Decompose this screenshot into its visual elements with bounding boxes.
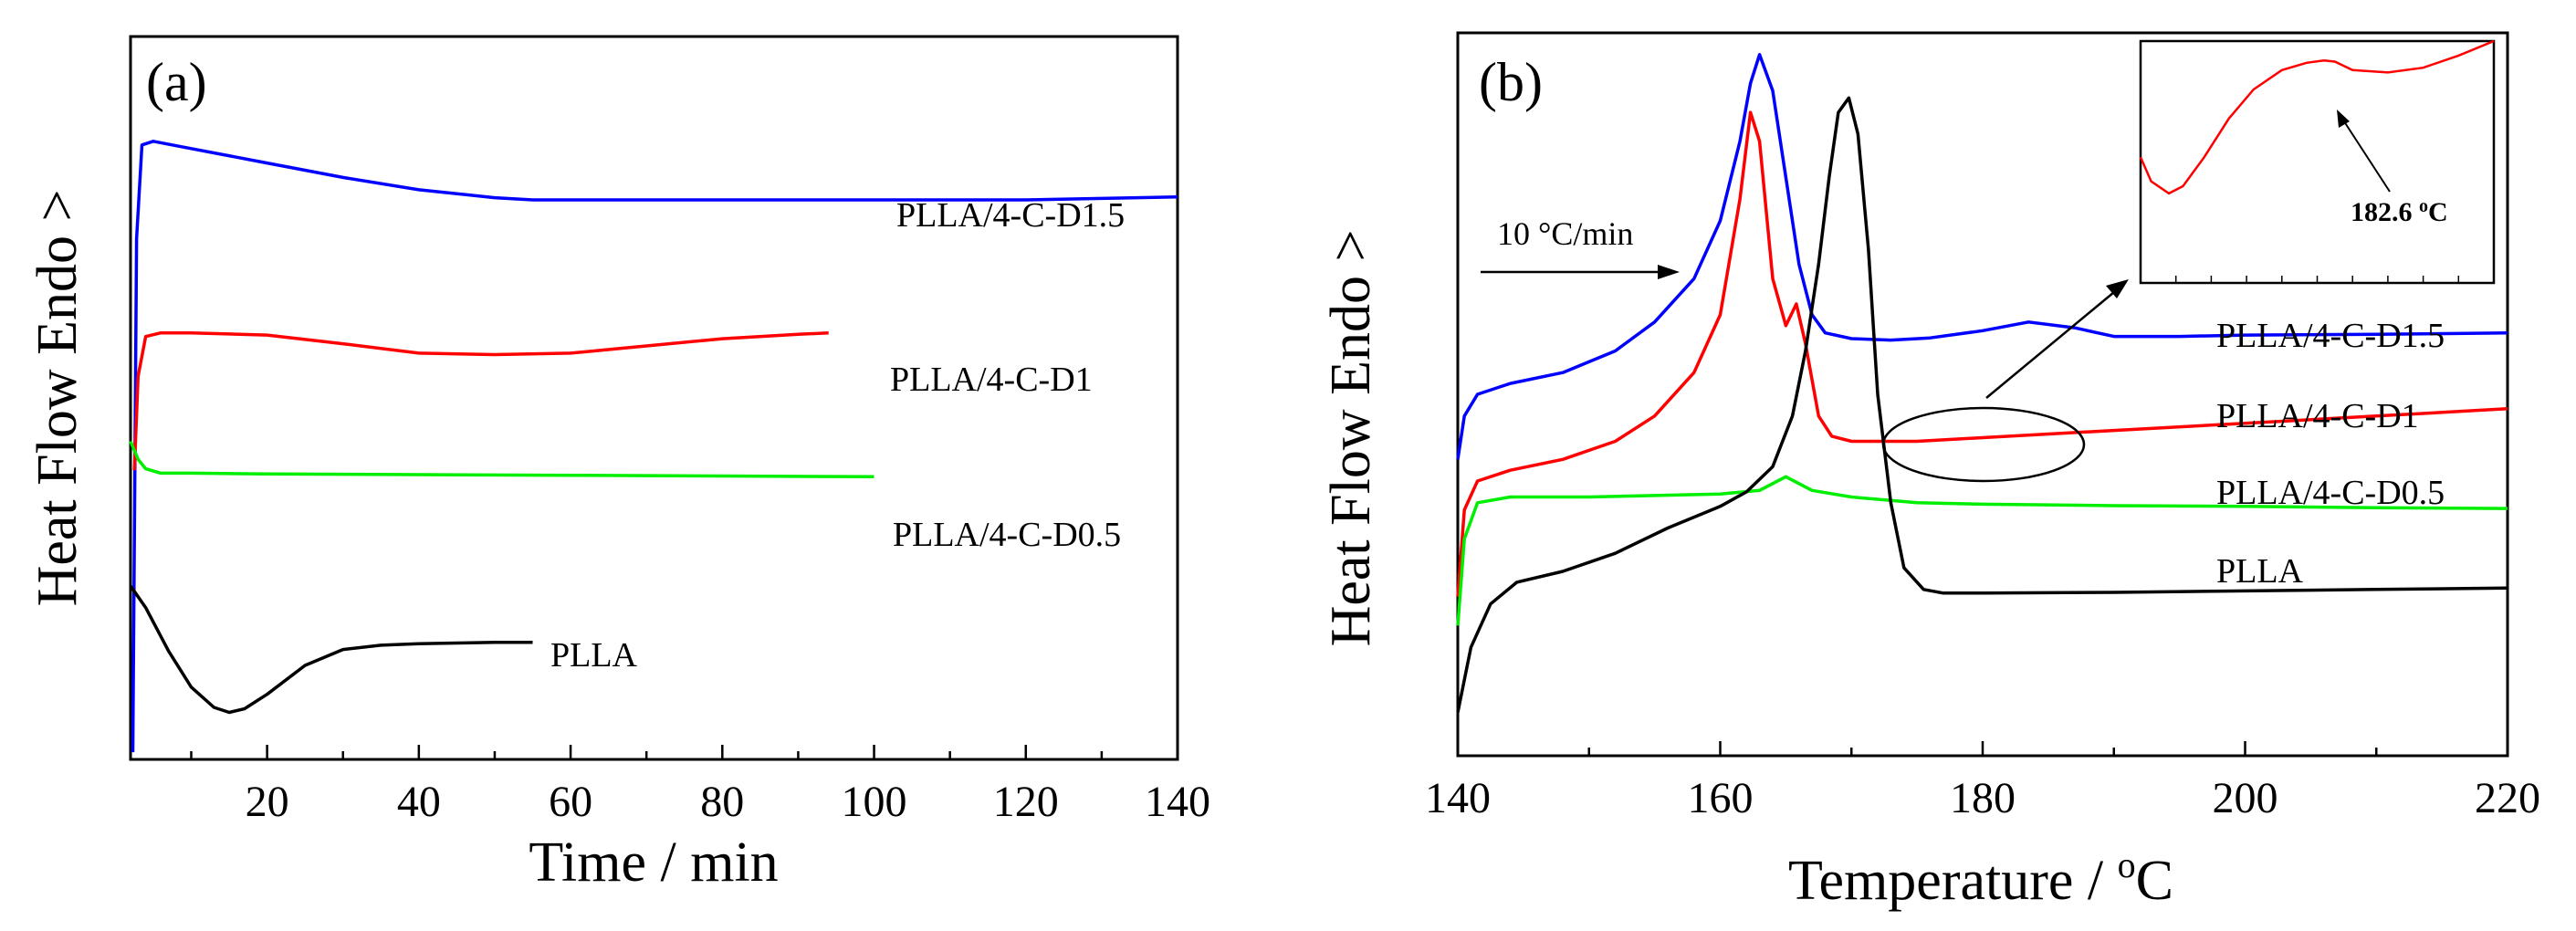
- series-label-a-d1: PLLA/4-C-D1: [890, 361, 1093, 399]
- inset-annotation: 182.6 oC: [2351, 196, 2448, 227]
- inset-plot: 182.6 oC: [2139, 39, 2496, 285]
- series-label-b-d15: PLLA/4-C-D1.5: [2216, 317, 2445, 355]
- series-line-b-plla: [1456, 96, 2508, 713]
- y-axis-title-a: Heat Flow Endo >: [26, 190, 89, 607]
- rate-arrow-head: [1658, 265, 1680, 279]
- inset-arrow-line: [2341, 118, 2391, 193]
- inset-annotation-sup: o: [2419, 196, 2428, 216]
- x-tick-label-a: 20: [246, 778, 289, 826]
- series-line-a-plla-4-c-d0-5: [129, 440, 874, 479]
- x-tick-label-b: 180: [1950, 774, 2016, 822]
- series-lines-b: [1456, 53, 2508, 713]
- series-line-a-plla: [129, 584, 533, 715]
- inset-curve: [2139, 39, 2495, 195]
- series-label-a-d15: PLLA/4-C-D1.5: [896, 196, 1125, 235]
- series-lines-a: [129, 140, 1178, 753]
- series-line-a-plla-4-c-d1: [132, 330, 829, 471]
- panel-b: 140 160 180 200 220 (b) 10 °C/min PLLA/4-C-D…: [1320, 31, 2540, 912]
- x-axis-title-b: Temperature / oC: [1788, 844, 2173, 912]
- panel-a: 20 40 60 80 100 120 140 (a) PLLA/4-C-D1.5 PLLA…: [26, 35, 1210, 894]
- x-ticks-b: 140 160 180 200 220: [1425, 741, 2540, 822]
- x-ticks-a: 20 40 60 80 100 120 140: [190, 745, 1210, 826]
- x-tick-label-b: 220: [2475, 774, 2540, 822]
- x-tick-label-b: 140: [1425, 774, 1491, 822]
- series-label-a-plla: PLLA: [550, 636, 638, 675]
- inset-pointer-line: [1985, 291, 2115, 399]
- panel-label-a: (a): [146, 52, 207, 112]
- series-line-b-plla-4-c-d1: [1456, 110, 2508, 597]
- plot-frame-a: [129, 35, 1179, 761]
- inset-frame: [2139, 39, 2496, 285]
- x-tick-label-a: 100: [842, 778, 907, 826]
- series-label-a-d05: PLLA/4-C-D0.5: [893, 516, 1121, 554]
- x-axis-title-b-sup: o: [2118, 844, 2136, 885]
- x-tick-label-a: 60: [549, 778, 592, 826]
- x-tick-label-b: 200: [2213, 774, 2278, 822]
- inset-arrow-head: [2337, 110, 2350, 128]
- series-line-b-plla-4-c-d0-5: [1456, 475, 2508, 626]
- inset-pointer-head: [2106, 279, 2129, 298]
- series-label-b-d05: PLLA/4-C-D0.5: [2216, 474, 2445, 512]
- x-axis-title-a: Time / min: [529, 832, 778, 894]
- x-tick-label-a: 80: [700, 778, 744, 826]
- y-axis-title-b: Heat Flow Endo >: [1320, 230, 1382, 647]
- highlight-ellipse: [1881, 406, 2086, 483]
- x-tick-label-a: 140: [1145, 778, 1210, 826]
- inset-ticks: [2174, 276, 2460, 283]
- series-label-b-plla: PLLA: [2216, 552, 2304, 591]
- rate-annotation: 10 °C/min: [1497, 215, 1633, 252]
- panel-label-b: (b): [1479, 52, 1543, 112]
- x-tick-label-a: 40: [397, 778, 441, 826]
- x-tick-label-b: 160: [1688, 774, 1754, 822]
- series-line-b-plla-4-c-d1-5: [1456, 53, 2508, 460]
- x-tick-label-a: 120: [993, 778, 1059, 826]
- series-line-a-plla-4-c-d1-5: [131, 140, 1178, 753]
- series-label-b-d1: PLLA/4-C-D1: [2216, 397, 2419, 435]
